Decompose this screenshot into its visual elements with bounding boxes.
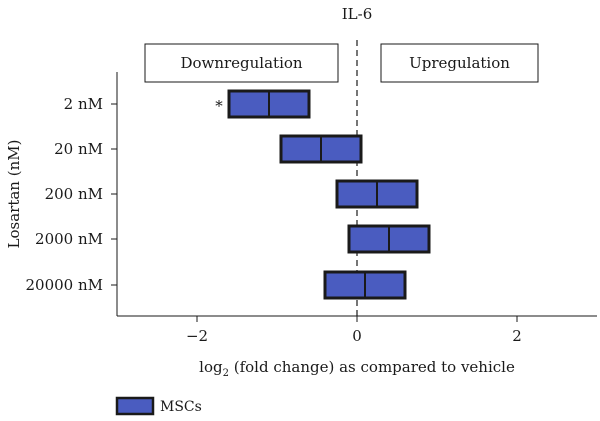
y-tick-label: 2 nM xyxy=(64,95,103,113)
x-ticks: −2 0 2 xyxy=(186,316,522,345)
y-tick-label: 200 nM xyxy=(45,185,103,203)
x-axis-label-main: log xyxy=(199,358,223,376)
region-upregulation: Upregulation xyxy=(380,43,539,83)
series-msc-boxes: * xyxy=(215,89,431,300)
x-axis-label: log2 (fold change) as compared to vehicl… xyxy=(199,358,515,379)
legend-label: MSCs xyxy=(160,399,202,415)
region-downregulation: Downregulation xyxy=(144,43,339,83)
region-upregulation-label: Upregulation xyxy=(409,54,510,72)
y-tick-label: 20000 nM xyxy=(25,276,103,294)
x-tick-label: 0 xyxy=(352,327,362,345)
legend: MSCs xyxy=(115,396,202,416)
x-tick-label: 2 xyxy=(512,327,522,345)
y-axis-label: Losartan (nM) xyxy=(5,140,23,249)
x-axis-label-subscript: 2 xyxy=(223,368,229,379)
region-upregulation-box xyxy=(380,43,539,83)
x-axis: −2 0 2 log2 (fold change) as compared to v… xyxy=(117,315,597,379)
region-downregulation-box xyxy=(144,43,339,83)
y-tick-label: 2000 nM xyxy=(35,230,103,248)
y-axis: 2 nM 20 nM 200 nM 2000 nM 20000 nM Losartan … xyxy=(5,72,118,316)
significance-marker: * xyxy=(215,97,223,115)
legend-swatch xyxy=(115,396,155,416)
region-downregulation-label: Downregulation xyxy=(180,54,302,72)
y-ticks: 2 nM 20 nM 200 nM 2000 nM 20000 nM xyxy=(25,95,117,294)
chart-title: IL-6 xyxy=(342,5,373,23)
x-tick-label: −2 xyxy=(186,327,208,345)
x-axis-label-rest: (fold change) as compared to vehicle xyxy=(229,358,515,376)
y-tick-label: 20 nM xyxy=(54,140,103,158)
